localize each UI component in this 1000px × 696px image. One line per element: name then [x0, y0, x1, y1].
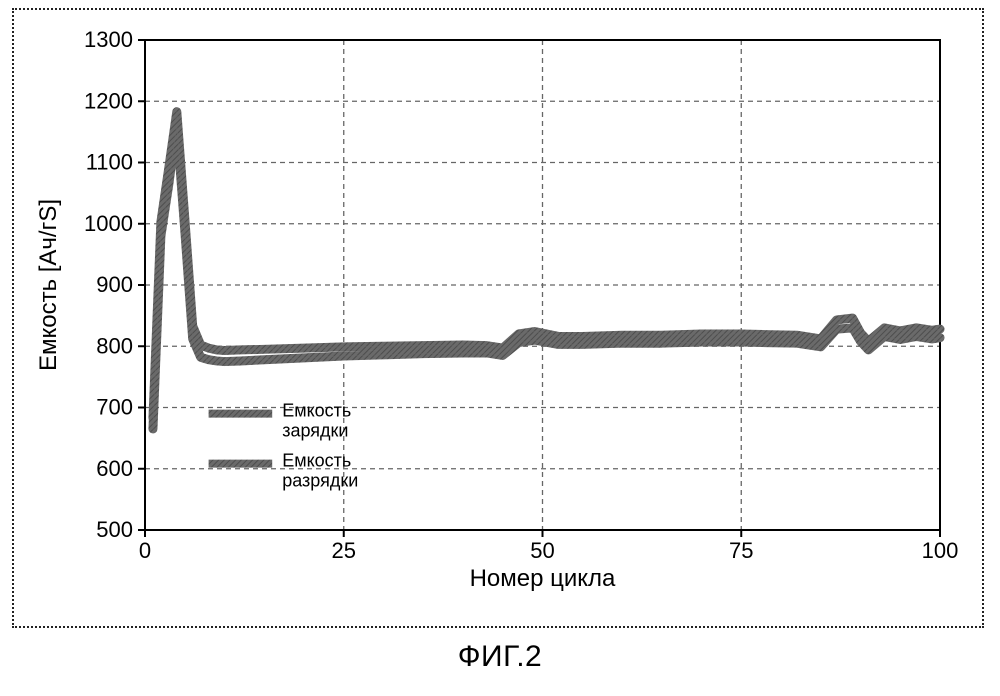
svg-text:Емкость: Емкость	[282, 451, 351, 471]
figure-caption: ФИГ.2	[0, 640, 1000, 674]
svg-text:500: 500	[96, 517, 133, 542]
svg-text:700: 700	[96, 395, 133, 420]
svg-text:800: 800	[96, 333, 133, 358]
svg-text:50: 50	[530, 538, 554, 563]
svg-text:1100: 1100	[86, 150, 133, 175]
capacity-chart: 0 25 50 75 100 500 600 700 800 900 1000 1100 1200 130…	[30, 20, 970, 600]
svg-text:900: 900	[96, 272, 133, 297]
svg-text:Номер цикла: Номер цикла	[470, 565, 616, 592]
chart-container: 0 25 50 75 100 500 600 700 800 900 1000 1100 1200 130…	[30, 20, 970, 600]
svg-text:25: 25	[332, 538, 356, 563]
svg-text:75: 75	[729, 538, 753, 563]
page: 0 25 50 75 100 500 600 700 800 900 1000 1100 1200 130…	[0, 0, 1000, 696]
svg-text:разрядки: разрядки	[282, 471, 358, 491]
svg-text:зарядки: зарядки	[282, 421, 348, 441]
svg-text:600: 600	[96, 456, 133, 481]
svg-text:Емкость [Ач/гS]: Емкость [Ач/гS]	[35, 199, 62, 371]
svg-text:1000: 1000	[84, 211, 133, 236]
svg-text:1300: 1300	[84, 27, 133, 52]
svg-text:1200: 1200	[84, 88, 133, 113]
svg-text:100: 100	[922, 538, 959, 563]
svg-text:0: 0	[139, 538, 151, 563]
svg-text:Емкость: Емкость	[282, 401, 351, 421]
